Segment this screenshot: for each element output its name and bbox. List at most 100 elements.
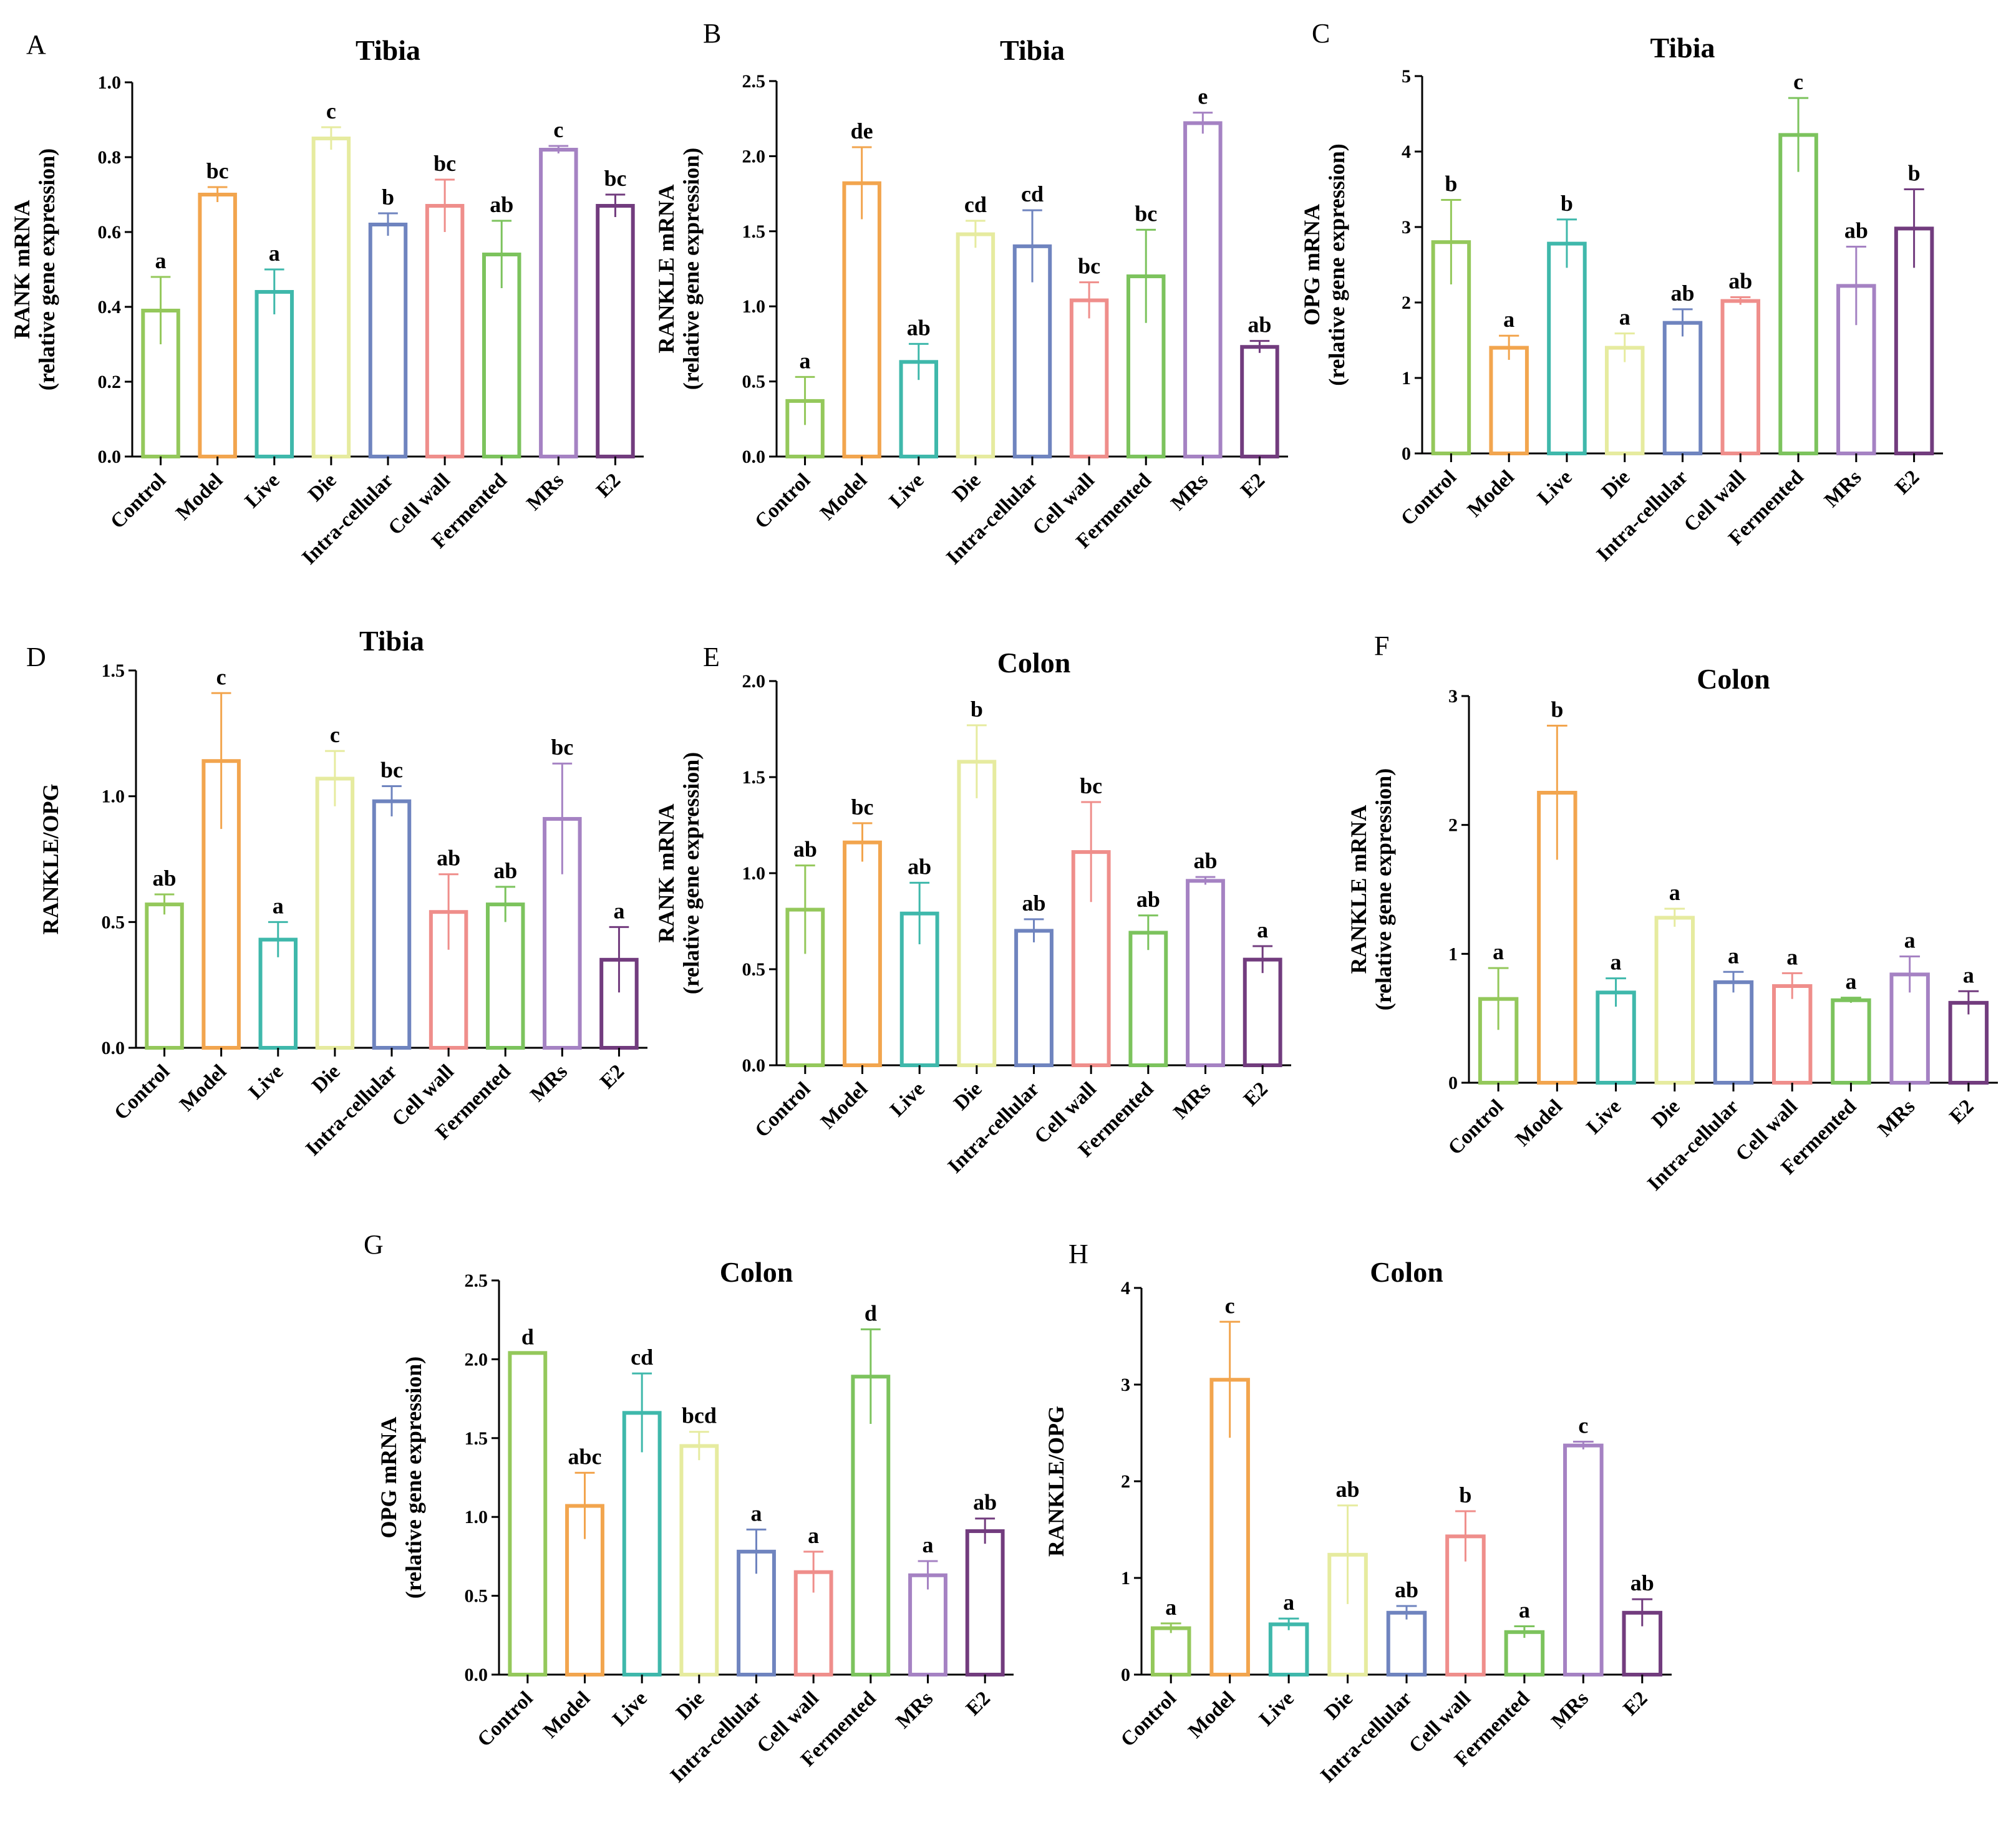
chart-b-sig-label-die: cd xyxy=(964,192,987,217)
chart-c-bar-die xyxy=(1604,346,1645,455)
chart-a-category-live: Live xyxy=(241,469,284,513)
chart-b-ytick-label: 2.0 xyxy=(742,146,766,167)
chart-a-sig-label-control: a xyxy=(155,248,167,273)
chart-b-bar-die xyxy=(956,232,996,458)
chart-d-category-control: Control xyxy=(110,1060,174,1125)
chart-f-sig-label-die: a xyxy=(1669,880,1680,905)
chart-e-sig-label-die: b xyxy=(971,697,983,722)
chart-b-category-control: Control xyxy=(750,469,815,533)
chart-h-title: Colon xyxy=(1370,1256,1443,1288)
chart-h-category-e2: E2 xyxy=(1619,1687,1652,1720)
chart-f-bar-intra-cellular xyxy=(1713,980,1754,1085)
chart-b-category-model: Model xyxy=(816,469,871,525)
chart-c-ytick-label: 2 xyxy=(1402,293,1411,313)
chart-f-bar-cell-wall xyxy=(1772,984,1813,1085)
chart-a-ytick-label: 0.6 xyxy=(98,222,122,243)
chart-g-sig-label-die: bcd xyxy=(682,1403,717,1428)
chart-c-bar-live xyxy=(1547,241,1587,455)
chart-b-ytick-label: 2.5 xyxy=(742,71,766,92)
chart-f-sig-label-control: a xyxy=(1493,939,1504,964)
chart-c-sig-label-e2: b xyxy=(1908,161,1921,186)
chart-h-category-mrs: MRs xyxy=(1548,1687,1594,1733)
chart-e-sig-label-live: ab xyxy=(908,854,931,879)
chart-d-title: Tibia xyxy=(359,625,424,657)
chart-f-ytick-label: 3 xyxy=(1448,686,1458,707)
chart-f-bar-fermented xyxy=(1831,998,1871,1085)
chart-c-sig-label-control: b xyxy=(1445,171,1457,196)
chart-g-sig-label-intra-cellular: a xyxy=(751,1501,762,1526)
chart-e-bar-fermented xyxy=(1128,931,1168,1067)
chart-a-ytick-label: 0.0 xyxy=(98,447,122,467)
chart-c-sig-label-model: a xyxy=(1503,307,1514,332)
chart-c-panel-letter: C xyxy=(1312,18,1330,49)
chart-h-category-live: Live xyxy=(1255,1687,1299,1731)
chart-a-sig-label-fermented: ab xyxy=(490,192,513,217)
chart-e-ylabel-line-0: RANK mRNA xyxy=(654,804,679,943)
chart-h-sig-label-fermented: a xyxy=(1519,1598,1530,1623)
chart-d-sig-label-control: ab xyxy=(153,866,177,891)
chart-a-panel-letter: A xyxy=(26,29,46,60)
chart-d-ytick-label: 1.0 xyxy=(102,786,125,807)
chart-b-sig-label-control: a xyxy=(800,348,811,373)
chart-e-bar-intra-cellular xyxy=(1014,929,1054,1068)
chart-c-ylabel-line-1: (relative gene expression) xyxy=(1324,143,1349,386)
chart-e-sig-label-fermented: ab xyxy=(1136,887,1160,912)
chart-h-sig-label-die: ab xyxy=(1336,1477,1360,1502)
chart-g-title: Colon xyxy=(720,1256,793,1288)
chart-c-bar-intra-cellular xyxy=(1662,321,1703,455)
chart-g-category-model: Model xyxy=(539,1687,594,1743)
chart-d-ylabel-line-0: RANKLE/OPG xyxy=(38,783,63,934)
chart-b-category-e2: E2 xyxy=(1236,469,1269,502)
chart-g-sig-label-e2: ab xyxy=(973,1490,997,1515)
chart-f: F Colon RANKLE mRNA (relative gene expressi… xyxy=(1346,631,1998,1195)
chart-d-panel-letter: D xyxy=(26,642,46,672)
chart-c-sig-label-fermented: c xyxy=(1793,69,1803,94)
chart-b-sig-label-cell-wall: bc xyxy=(1078,254,1100,279)
chart-e-panel-letter: E xyxy=(703,642,720,672)
chart-b-category-die: Die xyxy=(948,469,985,506)
chart-c-category-e2: E2 xyxy=(1891,466,1924,499)
chart-f-ylabel-line-0: RANKLE mRNA xyxy=(1346,805,1371,974)
chart-d-bar-die xyxy=(315,776,355,1050)
chart-a-sig-label-die: c xyxy=(326,99,336,123)
chart-h-ytick-label: 1 xyxy=(1121,1568,1130,1589)
chart-a-ytick-label: 0.4 xyxy=(98,297,122,317)
chart-c-sig-label-cell-wall: ab xyxy=(1728,269,1752,294)
chart-a-ytick-label: 0.8 xyxy=(98,147,122,168)
chart-c-bar-cell-wall xyxy=(1720,299,1761,455)
chart-f-bar-e2 xyxy=(1948,1000,1989,1085)
chart-d-sig-label-model: c xyxy=(216,664,226,689)
chart-a-ytick-label: 0.2 xyxy=(98,372,122,392)
chart-g-sig-label-cell-wall: a xyxy=(808,1523,819,1548)
chart-g-ylabel-line-0: OPG mRNA xyxy=(376,1417,401,1539)
chart-b-panel-letter: B xyxy=(703,18,721,49)
chart-b-category-mrs: MRs xyxy=(1167,469,1213,515)
chart-e-ytick-label: 2.0 xyxy=(742,671,766,692)
chart-e-ytick-label: 0.0 xyxy=(742,1055,766,1076)
chart-f-sig-label-fermented: a xyxy=(1845,969,1856,994)
chart-b-title: Tibia xyxy=(1000,34,1065,66)
chart-b: B Tibia RANKLE mRNA (relative gene expressi… xyxy=(654,18,1288,569)
chart-g-ytick-label: 1.0 xyxy=(465,1507,488,1527)
chart-f-sig-label-e2: a xyxy=(1963,962,1974,987)
chart-b-category-live: Live xyxy=(885,469,929,513)
chart-e-bar-e2 xyxy=(1243,957,1282,1067)
chart-f-category-mrs: MRs xyxy=(1874,1095,1920,1141)
chart-e-category-model: Model xyxy=(816,1078,872,1133)
chart-e-category-live: Live xyxy=(886,1078,929,1121)
chart-b-bar-cell-wall xyxy=(1069,298,1109,458)
chart-h-ytick-label: 2 xyxy=(1121,1471,1130,1492)
chart-a-sig-label-intra-cellular: b xyxy=(382,185,394,210)
chart-b-sig-label-model: de xyxy=(851,119,873,143)
chart-c-category-model: Model xyxy=(1463,466,1519,521)
chart-e-ylabel-line-1: (relative gene expression) xyxy=(679,752,704,995)
chart-a-category-e2: E2 xyxy=(592,469,625,502)
chart-h-bar-fermented xyxy=(1504,1630,1545,1677)
chart-d-sig-label-die: c xyxy=(330,722,340,747)
chart-f-panel-letter: F xyxy=(1374,631,1389,661)
chart-c-ytick-label: 4 xyxy=(1402,142,1411,162)
chart-d-sig-label-cell-wall: ab xyxy=(437,846,460,871)
chart-e-bar-mrs xyxy=(1186,879,1225,1067)
chart-g-ytick-label: 2.5 xyxy=(465,1270,488,1291)
